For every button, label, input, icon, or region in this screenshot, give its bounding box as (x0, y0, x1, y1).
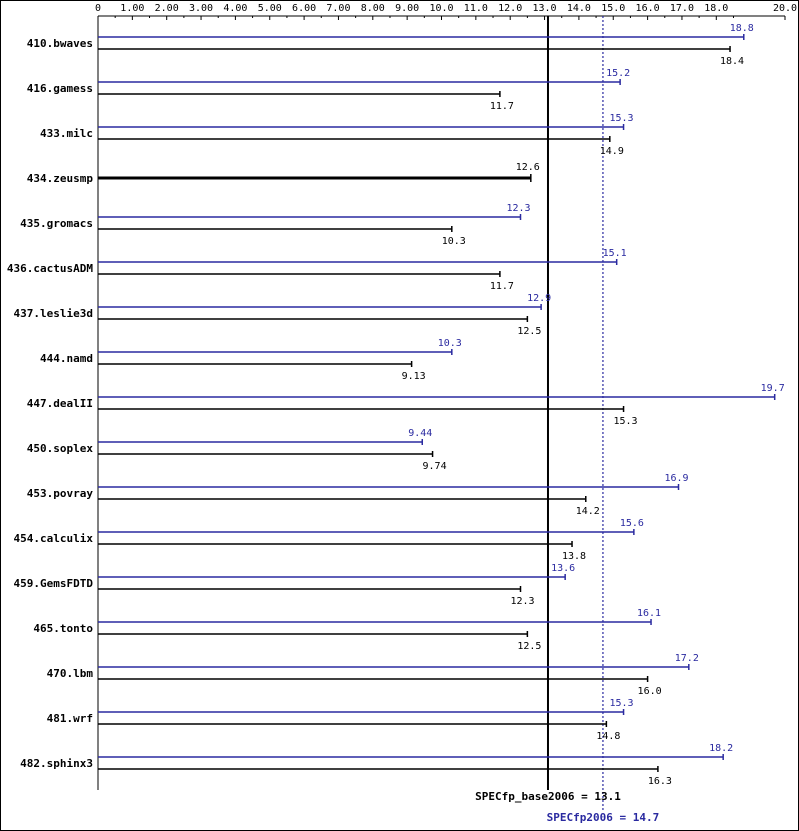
x-tick-label: 6.00 (292, 3, 316, 14)
peak-value-label: 19.7 (761, 383, 785, 394)
peak-value-label: 17.2 (675, 653, 699, 664)
benchmark-label: 434.zeusmp (27, 172, 94, 185)
benchmark-label: 454.calculix (14, 532, 94, 545)
peak-mean-label: SPECfp2006 = 14.7 (547, 811, 660, 824)
base-value-label: 14.9 (600, 146, 624, 157)
peak-value-label: 9.44 (408, 428, 432, 439)
benchmark-label: 444.namd (40, 352, 93, 365)
benchmark-label: 436.cactusADM (7, 262, 93, 275)
base-value-label: 12.5 (517, 326, 541, 337)
combined-value-label: 12.6 (516, 162, 540, 173)
benchmark-label: 459.GemsFDTD (14, 577, 94, 590)
benchmark-label: 465.tonto (33, 622, 93, 635)
x-tick-label: 10.0 (429, 3, 453, 14)
benchmark-label: 410.bwaves (27, 37, 93, 50)
benchmark-label: 450.soplex (27, 442, 94, 455)
base-value-label: 9.74 (423, 461, 447, 472)
benchmark-label: 437.leslie3d (14, 307, 93, 320)
x-tick-label: 14.0 (567, 3, 591, 14)
benchmark-label: 416.gamess (27, 82, 93, 95)
peak-value-label: 10.3 (438, 338, 462, 349)
peak-value-label: 16.1 (637, 608, 661, 619)
benchmark-label: 447.dealII (27, 397, 93, 410)
x-tick-label: 12.0 (498, 3, 522, 14)
peak-value-label: 15.1 (603, 248, 627, 259)
peak-value-label: 15.2 (606, 68, 630, 79)
benchmark-label: 470.lbm (47, 667, 94, 680)
x-tick-label: 17.0 (670, 3, 694, 14)
x-tick-label: 20.0 (773, 3, 797, 14)
x-tick-label: 4.00 (223, 3, 247, 14)
x-tick-label: 5.00 (258, 3, 282, 14)
base-value-label: 13.8 (562, 551, 586, 562)
benchmark-label: 453.povray (27, 487, 94, 500)
x-tick-label: 2.00 (155, 3, 179, 14)
peak-value-label: 18.8 (730, 23, 754, 34)
peak-value-label: 13.6 (551, 563, 575, 574)
base-value-label: 12.3 (510, 596, 534, 607)
peak-value-label: 12.9 (527, 293, 551, 304)
benchmark-label: 435.gromacs (20, 217, 93, 230)
base-value-label: 11.7 (490, 101, 514, 112)
peak-value-label: 12.3 (506, 203, 530, 214)
x-tick-label: 16.0 (636, 3, 660, 14)
x-tick-label: 0 (95, 3, 101, 14)
base-value-label: 16.0 (638, 686, 662, 697)
benchmark-label: 481.wrf (47, 712, 93, 725)
benchmark-label: 482.sphinx3 (20, 757, 93, 770)
x-tick-label: 8.00 (361, 3, 385, 14)
x-tick-label: 15.0 (601, 3, 625, 14)
peak-value-label: 15.3 (610, 698, 634, 709)
x-tick-label: 13.0 (533, 3, 557, 14)
peak-value-label: 16.9 (664, 473, 688, 484)
base-value-label: 18.4 (720, 56, 744, 67)
base-value-label: 12.5 (517, 641, 541, 652)
peak-value-label: 18.2 (709, 743, 733, 754)
peak-value-label: 15.3 (610, 113, 634, 124)
peak-value-label: 15.6 (620, 518, 644, 529)
x-tick-label: 1.00 (120, 3, 144, 14)
x-tick-label: 9.00 (395, 3, 419, 14)
base-value-label: 15.3 (614, 416, 638, 427)
x-tick-label: 18.0 (704, 3, 728, 14)
base-value-label: 14.8 (596, 731, 620, 742)
base-mean-label: SPECfp_base2006 = 13.1 (475, 790, 621, 803)
base-value-label: 11.7 (490, 281, 514, 292)
base-value-label: 16.3 (648, 776, 672, 787)
x-tick-label: 3.00 (189, 3, 213, 14)
base-value-label: 14.2 (576, 506, 600, 517)
benchmark-label: 433.milc (40, 127, 93, 140)
base-value-label: 10.3 (442, 236, 466, 247)
base-value-label: 9.13 (402, 371, 426, 382)
x-tick-label: 7.00 (326, 3, 350, 14)
x-tick-label: 11.0 (464, 3, 488, 14)
